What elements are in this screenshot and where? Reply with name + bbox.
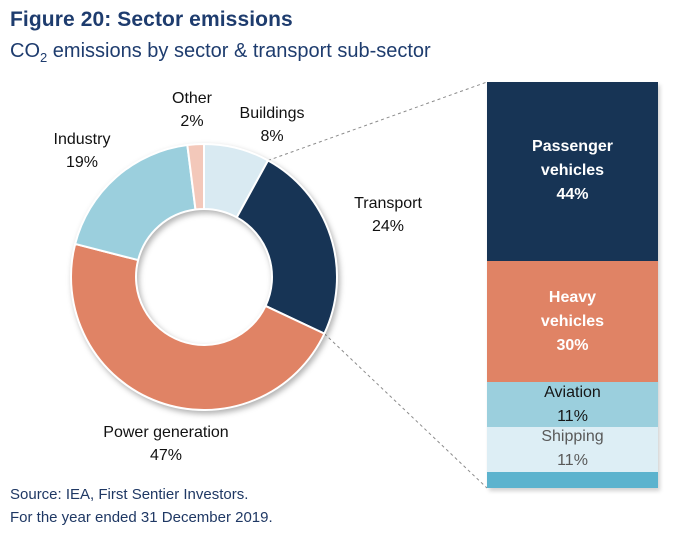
figure-subtitle: CO2 emissions by sector & transport sub-… <box>10 40 431 65</box>
donut-label-buildings-pct: 8% <box>260 128 284 145</box>
subtitle-co: CO <box>10 40 40 62</box>
bar-segment-pct-aviation: 11% <box>557 407 588 425</box>
bar-segment-heavy-vehicles: Heavy vehicles 30% <box>487 260 658 383</box>
transport-subsector-stacked-bar: Passenger vehicles 44% Heavy vehicles 30% Av… <box>487 82 658 488</box>
bar-segment-label-heavy-vehicles: Heavy vehicles <box>540 288 605 330</box>
donut-label-other-name: Other <box>171 90 213 107</box>
bar-segment-shipping: Shipping 11% <box>487 427 658 472</box>
subtitle-rest: emissions by sector & transport sub-sect… <box>47 40 431 62</box>
figure-title: Figure 20: Sector emissions <box>10 8 293 31</box>
donut-label-transport-pct: 24% <box>371 218 405 235</box>
donut-label-transport: Transport 24% <box>354 192 422 238</box>
bar-segment-pct-shipping: 11% <box>557 452 588 470</box>
bar-segment-label-passenger-vehicles: Passenger vehicles <box>532 138 613 180</box>
donut-label-transport-name: Transport <box>354 195 422 212</box>
donut-label-other-pct: 2% <box>180 113 204 130</box>
donut-label-power-generation: Power generation 47% <box>103 421 228 467</box>
donut-slice-buildings <box>203 143 270 219</box>
source-note: Source: IEA, First Sentier Investors. Fo… <box>10 483 273 529</box>
donut-label-power-generation-pct: 47% <box>149 447 183 464</box>
donut-chart <box>70 143 338 411</box>
donut-label-power-generation-name: Power generation <box>103 424 229 441</box>
bar-segment-pct-passenger-vehicles: 44% <box>556 186 589 204</box>
source-line-2: For the year ended 31 December 2019. <box>10 509 273 526</box>
donut-label-industry-pct: 19% <box>65 154 99 171</box>
subtitle-subscript-2: 2 <box>40 50 48 65</box>
callout-line-bottom <box>323 333 488 489</box>
donut-label-buildings-name: Buildings <box>239 105 305 122</box>
bar-segment-pct-heavy-vehicles: 30% <box>556 336 589 354</box>
source-line-1: Source: IEA, First Sentier Investors. <box>10 486 249 503</box>
donut-label-other: Other 2% <box>172 87 212 133</box>
donut-label-industry: Industry 19% <box>54 128 111 174</box>
bar-segment-label-shipping: Shipping <box>541 428 604 446</box>
bar-segment-label-aviation: Aviation <box>544 383 601 401</box>
donut-slice-power-generation <box>70 242 326 411</box>
donut-slice-other <box>186 143 205 211</box>
donut-label-buildings: Buildings 8% <box>240 102 305 148</box>
bar-segment-unlabeled <box>487 471 658 488</box>
donut-slice-transport <box>235 159 338 335</box>
donut-label-industry-name: Industry <box>53 131 111 148</box>
bar-segment-passenger-vehicles: Passenger vehicles 44% <box>487 82 658 261</box>
bar-segment-aviation: Aviation 11% <box>487 382 658 428</box>
